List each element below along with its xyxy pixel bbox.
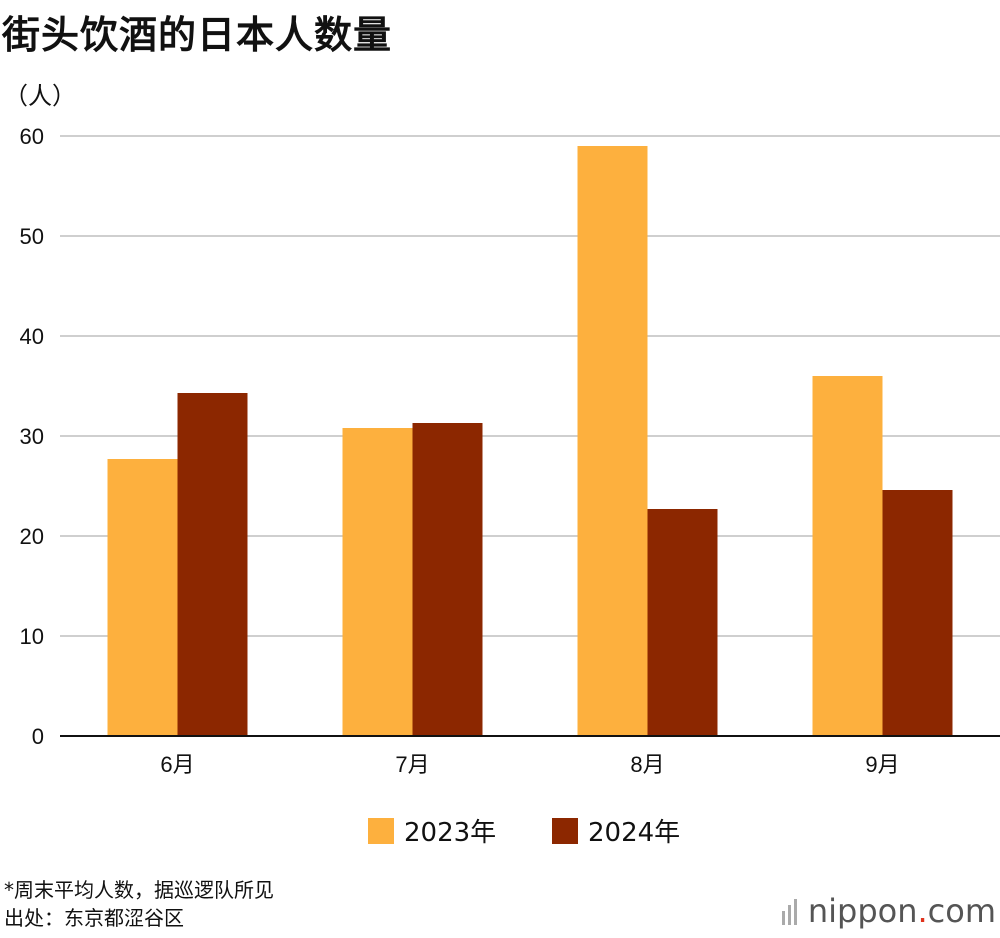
legend: 2023年 2024年 (0, 812, 1000, 852)
bar-2024年-8月 (647, 509, 718, 736)
y-tick-label-60: 60 (20, 124, 44, 149)
x-tick-label-4: 9月 (865, 752, 899, 777)
legend-swatch-2023 (368, 817, 394, 844)
axes: 0 10 20 30 40 50 60 6月 7月 8月 9月 (20, 124, 1000, 777)
bar-chart: 0 10 20 30 40 50 60 6月 7月 8月 9月 (20, 124, 1000, 777)
bar-2023年-7月 (342, 428, 413, 736)
y-tick-label-50: 50 (20, 224, 44, 249)
footnote: *周末平均人数，据巡逻队所见 (4, 878, 274, 902)
y-axis-unit-label: （人） (4, 82, 76, 110)
legend-item-2023: 2023年 (368, 812, 496, 849)
logo-suffix: com (927, 892, 996, 930)
legend-item-2024: 2024年 (552, 812, 680, 849)
logo-bars-icon (781, 897, 800, 925)
bars (107, 146, 953, 736)
logo-name: nippon (807, 892, 918, 930)
logo-dot: . (917, 892, 928, 930)
bar-2023年-8月 (577, 146, 648, 736)
x-tick-label-3: 8月 (630, 752, 664, 777)
legend-label-2023: 2023年 (404, 818, 497, 848)
x-tick-label-2: 7月 (395, 752, 429, 777)
chart-title: 街头饮酒的日本人数量 (2, 13, 393, 57)
legend-label-2024: 2024年 (588, 818, 681, 848)
bar-2024年-6月 (177, 393, 248, 736)
source-note: 出处：东京都涩谷区 (4, 906, 184, 930)
y-tick-label-30: 30 (20, 424, 44, 449)
bar-2023年-6月 (107, 459, 178, 736)
y-tick-label-20: 20 (20, 524, 44, 549)
y-tick-label-0: 0 (32, 724, 44, 749)
y-tick-label-40: 40 (20, 324, 44, 349)
legend-swatch-2024 (552, 817, 578, 844)
nippon-logo: nippon. com (781, 892, 996, 930)
bar-2024年-9月 (882, 490, 953, 736)
bar-2023年-9月 (812, 376, 883, 736)
x-tick-label-1: 6月 (160, 752, 194, 777)
bar-2024年-7月 (412, 423, 483, 736)
y-tick-label-10: 10 (20, 624, 44, 649)
